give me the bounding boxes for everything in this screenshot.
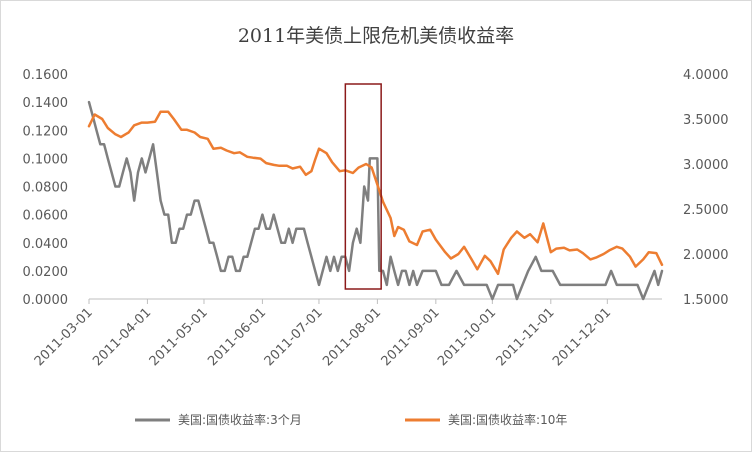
x-tick-label: 2011-05-01 bbox=[147, 305, 211, 369]
y-right-tick-label: 3.0000 bbox=[683, 158, 729, 173]
y-axis-right-ticks: 1.5000 2.0000 2.5000 3.0000 3.5000 4.0000 bbox=[683, 68, 729, 308]
y-axis-left-ticks: 0.0000 0.0200 0.0400 0.0600 0.0800 0.1000 0.12… bbox=[23, 68, 69, 308]
x-tick-label: 2011-09-01 bbox=[379, 305, 443, 369]
x-tick-label: 2011-10-01 bbox=[435, 305, 499, 369]
highlight-layer bbox=[344, 83, 382, 290]
y-left-tick-label: 0.0400 bbox=[23, 237, 69, 252]
x-tick-label: 2011-04-01 bbox=[90, 305, 154, 369]
y-left-tick-label: 0.1400 bbox=[23, 96, 69, 111]
y-left-tick-label: 0.1600 bbox=[23, 68, 69, 83]
y-left-tick-label: 0.0800 bbox=[23, 181, 69, 196]
legend-label-10y: 美国:国债收益率:10年 bbox=[448, 412, 567, 427]
x-tick-label: 2011-11-01 bbox=[494, 305, 558, 369]
x-axis: 2011-03-012011-04-012011-05-012011-06-01… bbox=[32, 298, 662, 369]
chart-title: 2011年美债上限危机美债收益率 bbox=[238, 25, 514, 47]
series-line-10y bbox=[87, 110, 664, 276]
y-right-tick-label: 2.0000 bbox=[683, 248, 729, 263]
x-tick-label: 2011-08-01 bbox=[320, 305, 384, 369]
x-tick-label: 2011-12-01 bbox=[550, 305, 614, 369]
y-right-tick-label: 3.5000 bbox=[683, 113, 729, 128]
x-tick-label: 2011-07-01 bbox=[262, 305, 326, 369]
y-left-tick-label: 0.1000 bbox=[23, 152, 69, 167]
legend: 美国:国债收益率:3个月 美国:国债收益率:10年 bbox=[135, 412, 567, 427]
x-tick-label: 2011-06-01 bbox=[205, 305, 269, 369]
y-left-tick-label: 0.1200 bbox=[23, 124, 69, 139]
y-left-tick-label: 0.0000 bbox=[23, 293, 69, 308]
series-line-3m bbox=[87, 100, 664, 301]
x-tick-label: 2011-03-01 bbox=[32, 305, 96, 369]
y-right-tick-label: 4.0000 bbox=[683, 68, 729, 83]
series-layer bbox=[87, 100, 664, 301]
y-left-tick-label: 0.0200 bbox=[23, 265, 69, 280]
highlight-box bbox=[344, 83, 382, 290]
y-right-tick-label: 2.5000 bbox=[683, 203, 729, 218]
y-left-tick-label: 0.0600 bbox=[23, 209, 69, 224]
y-right-tick-label: 1.5000 bbox=[683, 293, 729, 308]
legend-label-3m: 美国:国债收益率:3个月 bbox=[178, 412, 302, 427]
